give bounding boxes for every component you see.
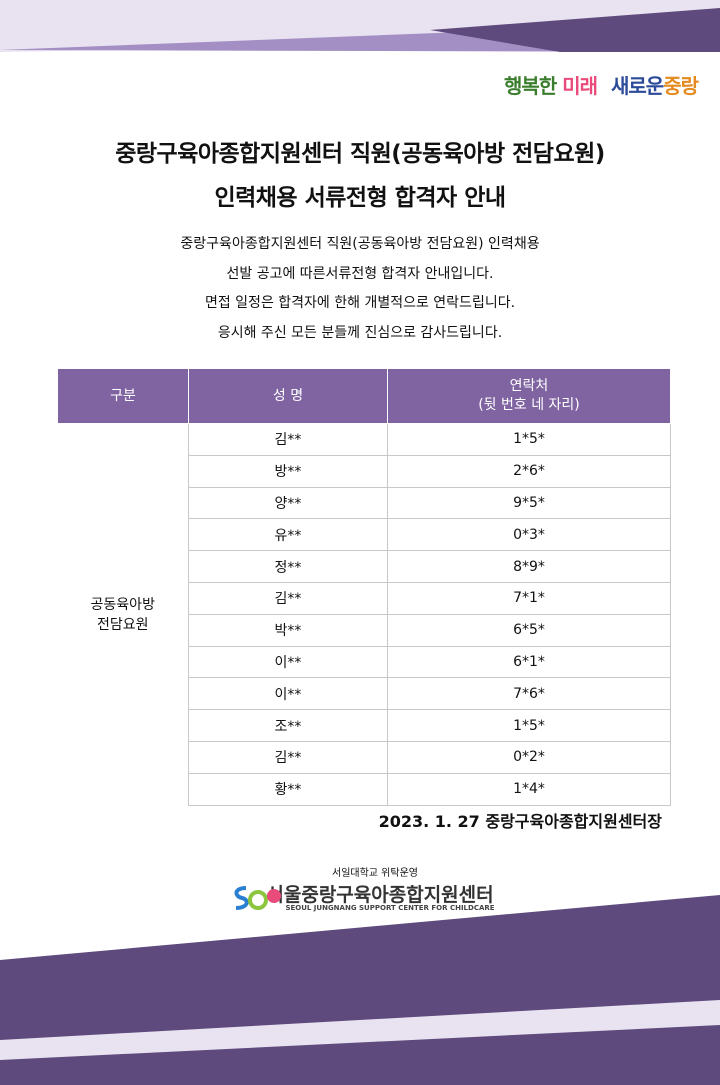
intro-line: 응시해 주신 모든 분들께 진심으로 감사드립니다. bbox=[217, 324, 503, 341]
slogan-word: 미래 bbox=[562, 74, 598, 98]
phone-cell: 2*6* bbox=[387, 454, 671, 488]
phone-cell: 6*1* bbox=[387, 645, 671, 679]
phone-cell: 9*5* bbox=[387, 486, 671, 520]
slogan: 행복한 미래 새로운중랑 bbox=[504, 70, 699, 99]
footer-operator: 서일대학교 위탁운영 bbox=[332, 868, 418, 879]
name-cell: 양** bbox=[188, 486, 388, 520]
intro-line: 면접 일정은 합격자에 한해 개별적으로 연락드립니다. bbox=[204, 295, 516, 311]
name-cell: 조** bbox=[188, 709, 388, 742]
phone-cell: 6*5* bbox=[387, 613, 671, 647]
signature: 2023. 1. 27 중랑구육아종합지원센터장 bbox=[378, 812, 662, 831]
result-table: 구분 성 명 연락처 (뒷 번호 네 자리) 공동육아방 전담요원 김** 1*5* 방*… bbox=[57, 368, 671, 806]
name-cell: 유** bbox=[188, 518, 388, 552]
table-row: 유** 0*3* bbox=[58, 518, 671, 552]
phone-cell: 8*9* bbox=[387, 550, 671, 583]
slogan-word: 새로운 bbox=[610, 74, 664, 98]
title: 인력채용 서류전형 합격자 안내 bbox=[214, 185, 506, 211]
slogan-word: 행복한 bbox=[504, 74, 557, 98]
phone-cell: 0*3* bbox=[387, 518, 671, 552]
header-cell: 구분 bbox=[57, 368, 189, 424]
phone-cell: 7*1* bbox=[387, 581, 671, 615]
table-row: 황** 1*4* bbox=[58, 772, 671, 806]
footer-name: 서울중랑구육아종합지원센터 bbox=[266, 884, 494, 906]
header-line: 연락처 bbox=[509, 378, 549, 394]
phone-cell: 0*2* bbox=[387, 740, 671, 774]
slogan-word: 중랑 bbox=[663, 74, 699, 98]
name-cell: 이** bbox=[188, 677, 388, 711]
name-cell: 이** bbox=[188, 645, 388, 679]
intro-line: 중랑구육아종합지원센터 직원(공동육아방 전담요원) 인력채용 bbox=[180, 236, 540, 252]
phone-cell: 1*4* bbox=[387, 772, 671, 806]
group-line: 전담요원 bbox=[96, 616, 149, 633]
footer-english: SEOUL JUNGNANG SUPPORT CENTER FOR CHILDC… bbox=[285, 904, 495, 912]
name-cell: 김** bbox=[188, 581, 388, 615]
table-row: 정** 8*9* bbox=[58, 550, 671, 583]
table-row: 박** 6*5* bbox=[58, 613, 671, 647]
header-cell: 성 명 bbox=[188, 368, 388, 424]
name-cell: 김** bbox=[188, 740, 388, 774]
name-cell: 방** bbox=[188, 454, 388, 488]
name-cell: 박** bbox=[188, 613, 388, 647]
name-cell: 황** bbox=[188, 772, 388, 806]
title: 중랑구육아종합지원센터 직원(공동육아방 전담요원) bbox=[115, 141, 605, 167]
phone-cell: 7*6* bbox=[387, 677, 671, 711]
table-row: 김** 7*1* bbox=[58, 581, 671, 615]
group-line: 공동육아방 bbox=[90, 596, 155, 613]
table-row: 이** 7*6* bbox=[58, 677, 671, 711]
table-row: 이** 6*1* bbox=[58, 645, 671, 679]
name-cell: 김** bbox=[188, 423, 388, 456]
header-cell: 연락처 (뒷 번호 네 자리) bbox=[387, 368, 671, 424]
name-cell: 정** bbox=[188, 550, 388, 583]
table-row: 조** 1*5* bbox=[58, 709, 671, 742]
table-row: 공동육아방 전담요원 김** 1*5* bbox=[57, 423, 671, 806]
phone-cell: 1*5* bbox=[387, 709, 671, 742]
table-row: 양** 9*5* bbox=[58, 486, 671, 520]
header-line: (뒷 번호 네 자리) bbox=[478, 397, 580, 413]
footer-logo bbox=[234, 886, 281, 910]
intro-line: 선발 공고에 따른서류전형 합격자 안내입니다. bbox=[226, 265, 494, 282]
table-row: 방** 2*6* bbox=[58, 454, 671, 488]
phone-cell: 1*5* bbox=[387, 423, 671, 456]
